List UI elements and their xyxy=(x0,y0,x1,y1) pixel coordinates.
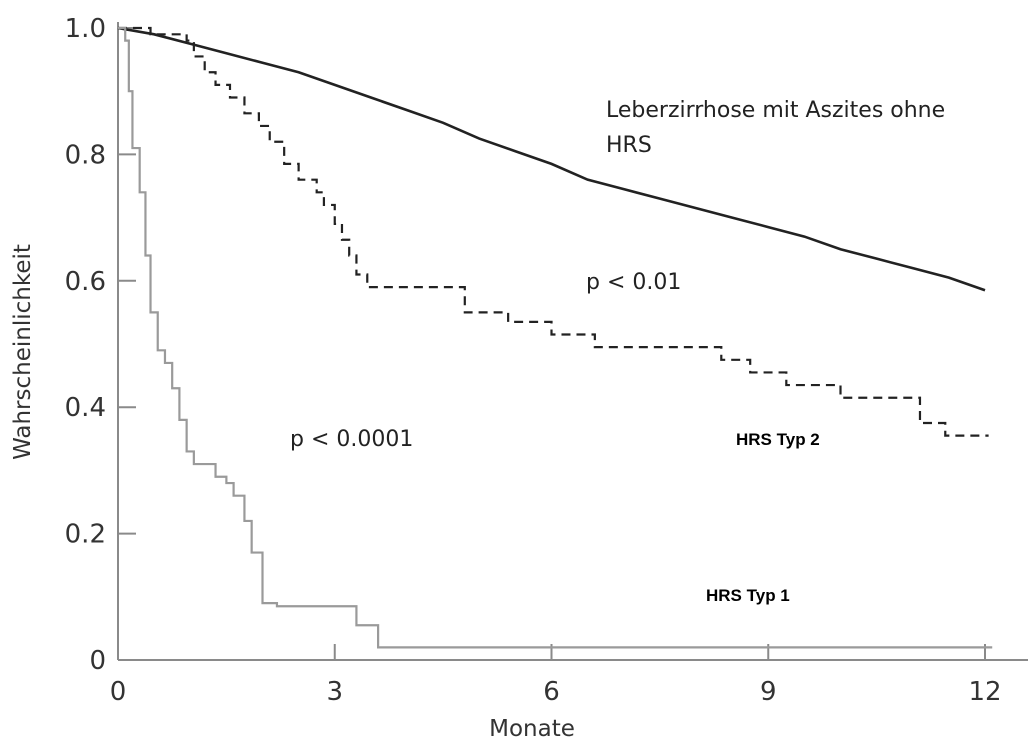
y-tick-label: 0.6 xyxy=(65,267,106,297)
series-label-hrs-typ1: HRS Typ 1 xyxy=(706,586,790,605)
series-label-cirrhosis-line1: Leberzirrhose mit Aszites ohne xyxy=(606,98,945,123)
y-tick-label: 1.0 xyxy=(65,14,106,44)
x-tick-label: 6 xyxy=(543,677,560,707)
series-line-cirrhosis xyxy=(117,26,986,292)
p-value-label-upper: p < 0.01 xyxy=(586,270,681,295)
series-label-cirrhosis-line2: HRS xyxy=(606,133,652,158)
series-layer xyxy=(117,26,993,649)
x-tick-label: 9 xyxy=(760,677,777,707)
y-tick-label: 0.2 xyxy=(65,520,106,550)
x-ticks: 0 3 6 9 12 xyxy=(110,644,1002,707)
x-tick-label: 3 xyxy=(326,677,343,707)
series-label-hrs-typ2: HRS Typ 2 xyxy=(736,430,820,449)
y-axis-title: Wahrscheinlichkeit xyxy=(10,244,36,460)
x-tick-label: 0 xyxy=(110,677,127,707)
p-value-label-lower: p < 0.0001 xyxy=(290,427,413,452)
x-tick-label: 12 xyxy=(968,677,1001,707)
series-line-hrs-typ1 xyxy=(118,26,993,649)
x-axis-title: Monate xyxy=(489,716,575,742)
y-tick-label: 0.4 xyxy=(65,393,106,423)
series-line-hrs-typ2 xyxy=(118,26,989,437)
y-ticks: 0 0.2 0.4 0.6 0.8 1.0 xyxy=(65,14,136,676)
y-tick-label: 0.8 xyxy=(65,140,106,170)
y-tick-label: 0 xyxy=(89,646,106,676)
